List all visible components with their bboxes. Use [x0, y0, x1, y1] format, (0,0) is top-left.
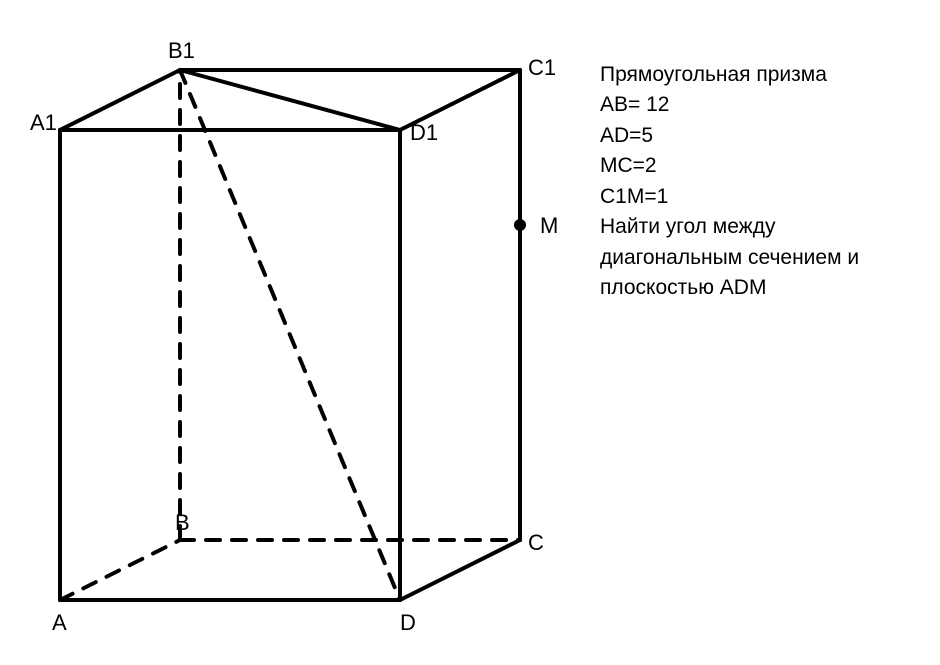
vertex-label-D: D — [400, 610, 416, 636]
vertex-label-A1: A1 — [30, 110, 57, 136]
vertex-label-B1: B1 — [168, 38, 195, 64]
problem-line-4: MC=2 — [600, 151, 920, 181]
problem-line-3: AD=5 — [600, 121, 920, 151]
problem-line-5: C1M=1 — [600, 182, 920, 212]
point-label-M: M — [540, 213, 558, 239]
vertex-label-C: C — [528, 530, 544, 556]
dashed-edges — [60, 70, 520, 600]
vertex-label-B: B — [175, 510, 190, 536]
problem-line-8: плоскостью ADM — [600, 273, 920, 303]
problem-text: Прямоугольная призма AB= 12 AD=5 MC=2 C1… — [600, 60, 920, 304]
vertex-label-D1: D1 — [410, 120, 438, 146]
vertex-label-A: A — [52, 610, 67, 636]
point-M-dot — [514, 219, 526, 231]
problem-line-6: Найти угол между — [600, 212, 920, 242]
figure-container: { "canvas": { "width": 940, "height": 66… — [0, 0, 940, 665]
problem-line-7: диагональным сечением и — [600, 243, 920, 273]
problem-line-1: Прямоугольная призма — [600, 60, 920, 90]
problem-line-2: AB= 12 — [600, 90, 920, 120]
vertex-label-C1: C1 — [528, 55, 556, 81]
